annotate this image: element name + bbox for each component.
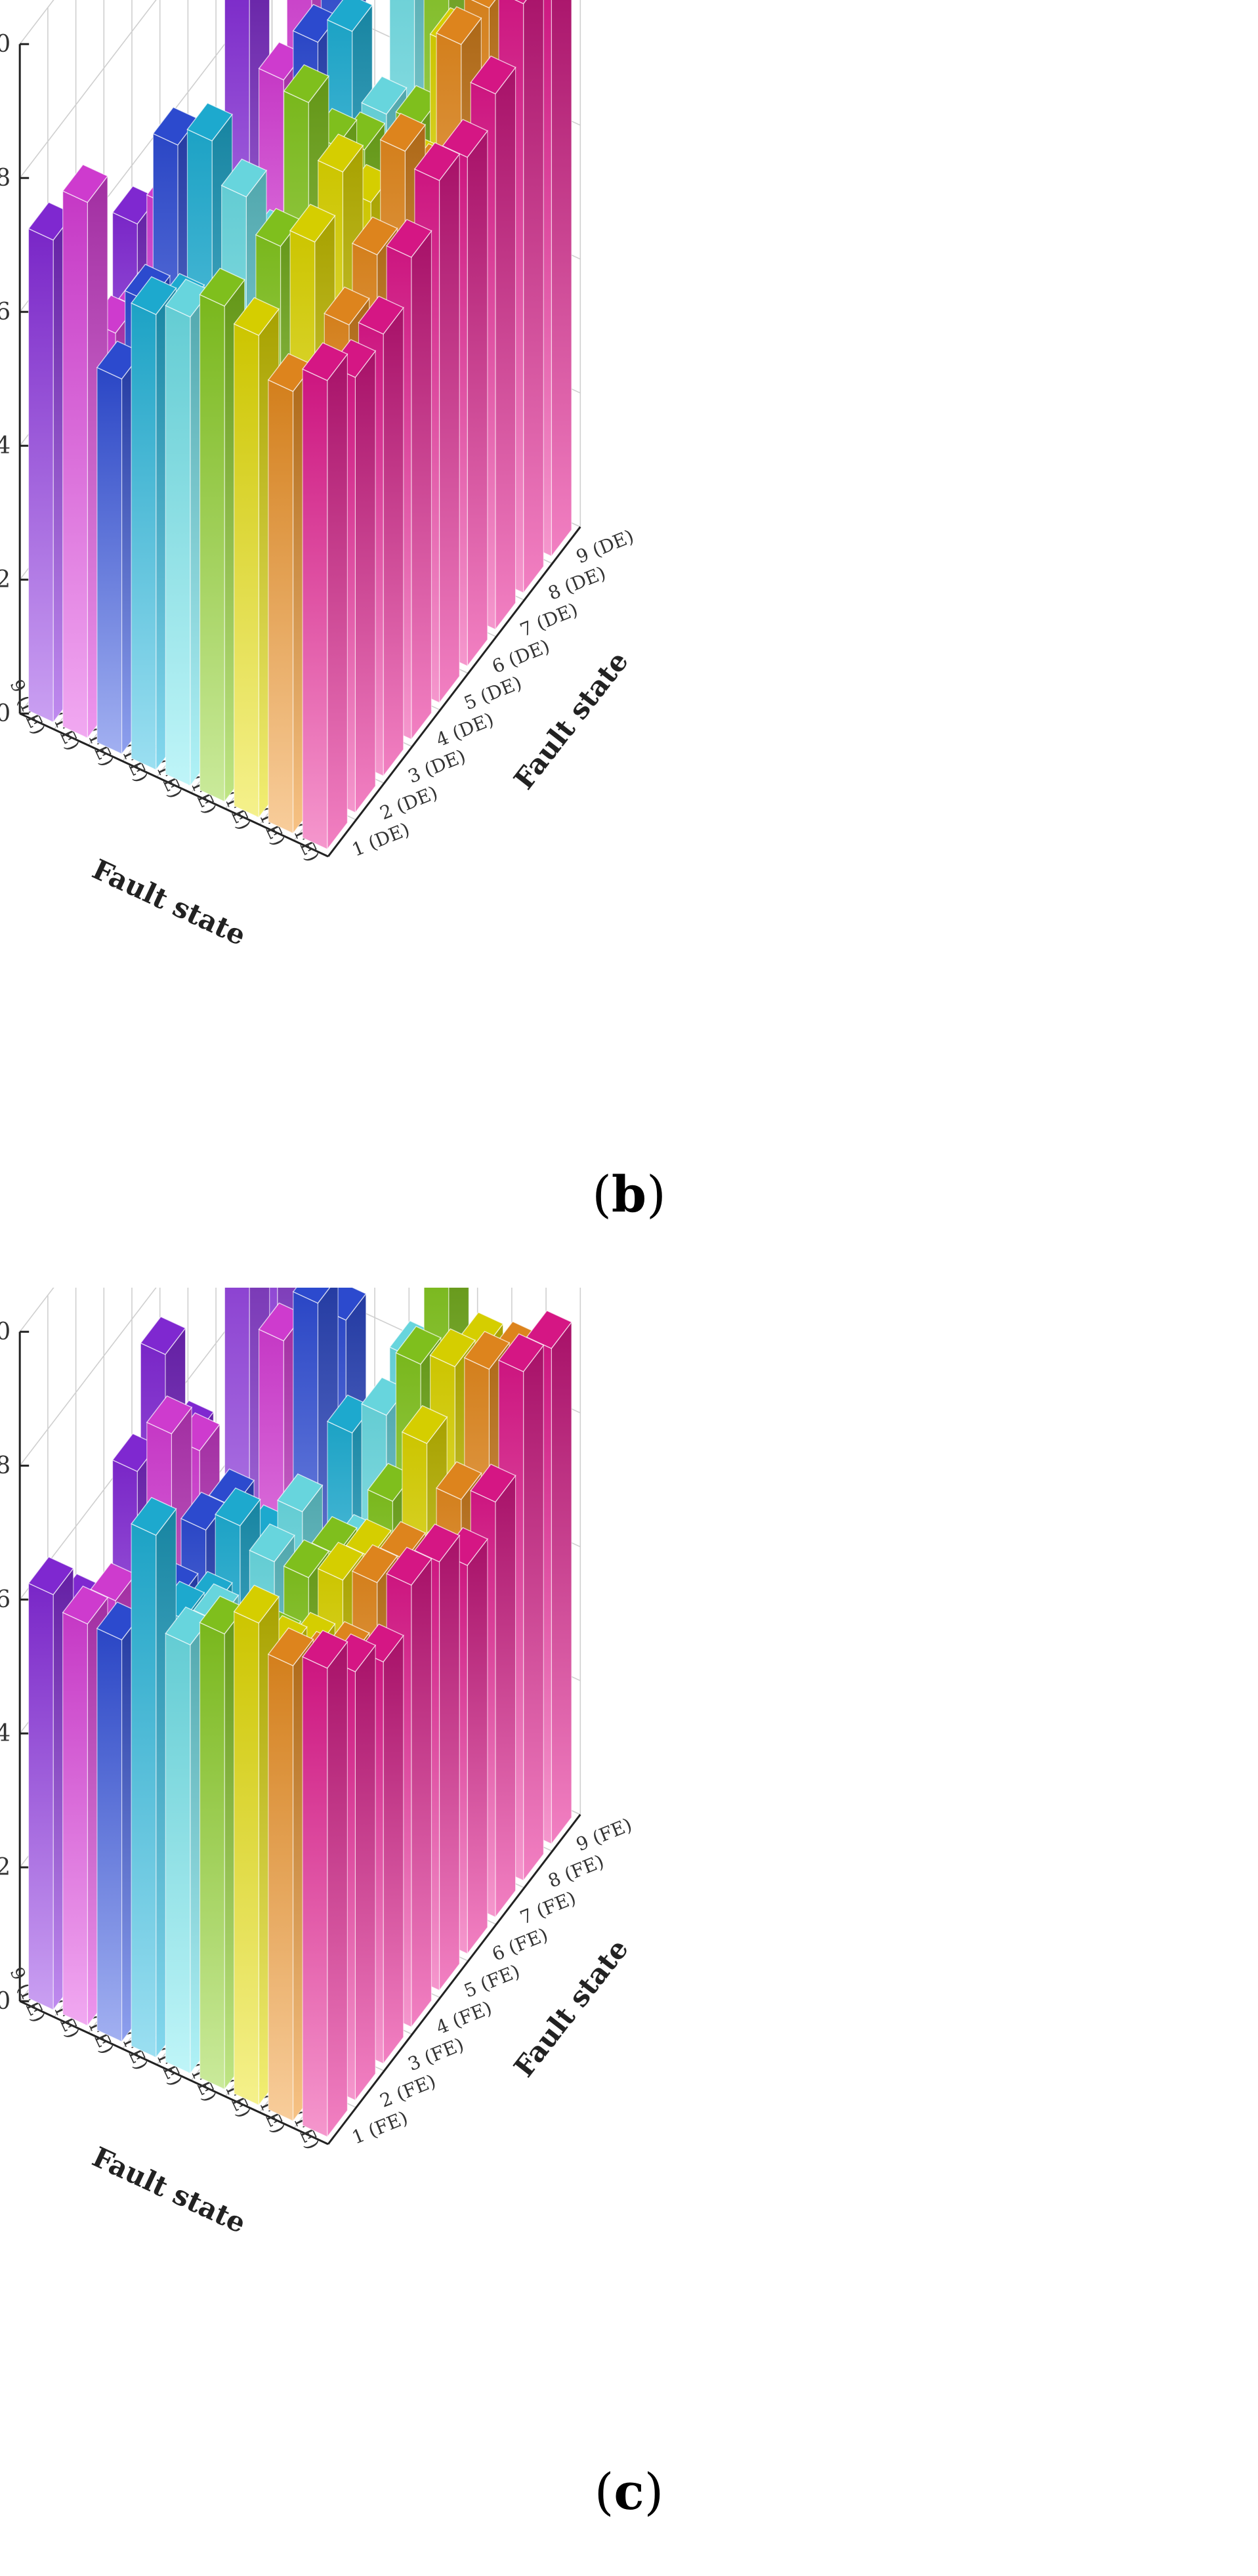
y-axis-label: Fault state <box>507 645 635 795</box>
y-tick-label: 3 (DE) <box>405 745 469 788</box>
z-tick-label: 0.8 <box>0 165 10 192</box>
y-tick-label: 1 (FE) <box>349 2107 411 2149</box>
y-tick-label: 9 (FE) <box>573 1813 635 1855</box>
z-tick-label: 0.2 <box>0 1854 10 1881</box>
y-tick-label: 3 (FE) <box>405 2033 467 2075</box>
y-tick-label: 5 (FE) <box>461 1960 522 2002</box>
y-tick-label: 6 (FE) <box>489 1924 551 1966</box>
z-tick-label: 1.0 <box>0 31 10 58</box>
bar <box>302 342 348 851</box>
z-tick-label: 0.6 <box>0 299 10 326</box>
y-tick-label: 5 (DE) <box>461 672 524 715</box>
z-tick-label: 1.0 <box>0 1319 10 1345</box>
x-axis-label: Fault state <box>87 2141 251 2240</box>
y-tick-label: 2 (FE) <box>377 2070 438 2112</box>
z-tick-label: 0.6 <box>0 1586 10 1613</box>
z-tick-label: 0.8 <box>0 1452 10 1479</box>
y-tick-label: 9 (DE) <box>573 525 637 568</box>
chart-panel-b: 0.00.20.40.60.81.0Inter-class distance9 … <box>0 0 666 1223</box>
figure-caption-c: (c) <box>594 2462 664 2521</box>
y-tick-label: 6 (DE) <box>489 635 553 678</box>
y-tick-label: 8 (FE) <box>545 1850 607 1892</box>
z-tick-label: 0.0 <box>0 1988 10 2015</box>
y-tick-label: 7 (FE) <box>517 1887 579 1929</box>
bar <box>302 1630 348 2138</box>
z-tick-label: 0.0 <box>0 700 10 727</box>
z-tick-label: 0.4 <box>0 433 10 459</box>
z-tick-label: 0.2 <box>0 566 10 593</box>
chart-panel-c: 0.00.20.40.60.81.0Inter-class distance9 … <box>0 1288 1258 2575</box>
z-tick-label: 0.4 <box>0 1720 10 1747</box>
bar3d-chart-c: 0.00.20.40.60.81.0Inter-class distance9 … <box>0 1288 635 2240</box>
y-tick-label: 8 (DE) <box>545 562 609 604</box>
y-tick-label: 7 (DE) <box>517 599 581 641</box>
y-tick-label: 2 (DE) <box>377 782 440 824</box>
y-tick-label: 4 (FE) <box>433 1996 495 2038</box>
bars <box>28 0 572 851</box>
y-axis-label: Fault state <box>507 1933 635 2082</box>
y-tick-label: 4 (DE) <box>433 708 497 751</box>
bars <box>28 1288 573 2138</box>
x-axis-label: Fault state <box>87 853 251 952</box>
figure-caption-b: (b) <box>592 1165 666 1223</box>
bar3d-chart-b: 0.00.20.40.60.81.0Inter-class distance9 … <box>0 0 637 952</box>
y-tick-label: 1 (DE) <box>349 818 413 861</box>
